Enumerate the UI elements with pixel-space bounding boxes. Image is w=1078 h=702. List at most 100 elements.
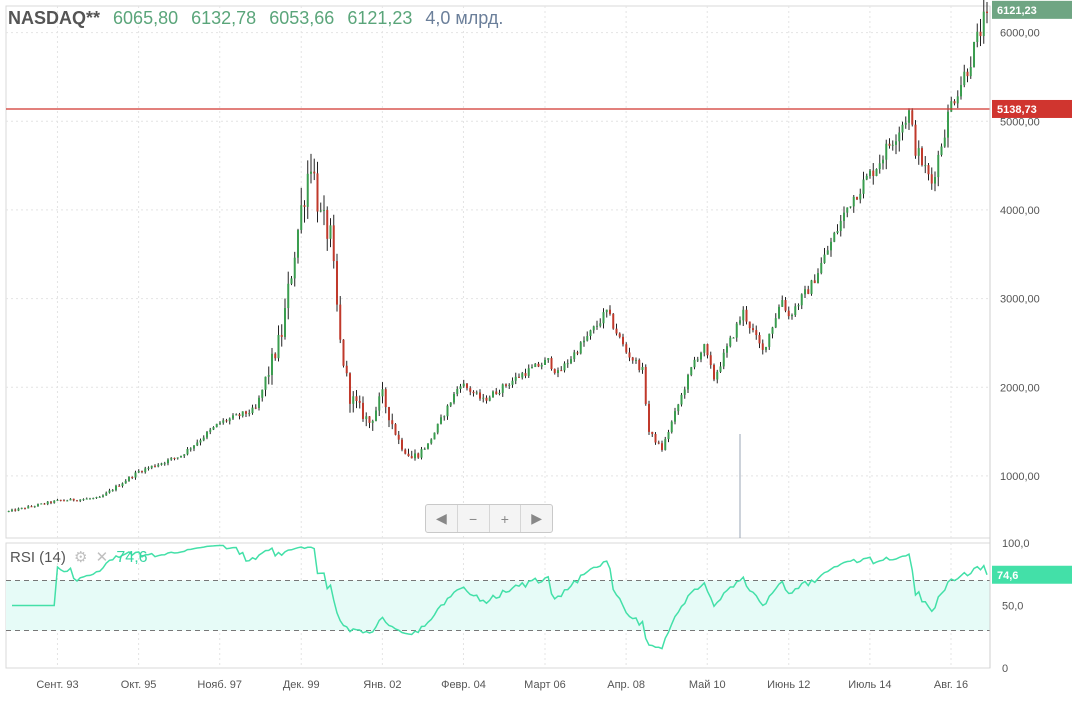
- candle-body: [371, 420, 374, 423]
- candle-body: [36, 504, 39, 507]
- candle-body: [166, 459, 169, 464]
- price-tick-label: 5000,00: [1000, 116, 1040, 128]
- candle-body: [423, 448, 426, 450]
- chart-navigation: ◀ − + ▶: [425, 504, 553, 533]
- candle-body: [10, 509, 13, 512]
- candle-body: [664, 439, 667, 450]
- candle-body: [810, 280, 813, 294]
- candle-body: [973, 41, 976, 68]
- candle-body: [108, 490, 111, 493]
- candle-body: [378, 396, 381, 411]
- candle-body: [361, 402, 364, 420]
- candle-body: [960, 85, 963, 97]
- candle-body: [586, 336, 589, 341]
- instrument-symbol: NASDAQ**: [8, 8, 101, 28]
- candle-body: [313, 171, 316, 174]
- candle-body: [326, 209, 329, 239]
- candle-body: [839, 220, 842, 231]
- candle-body: [979, 31, 982, 37]
- candle-body: [612, 313, 615, 329]
- candle-body: [420, 449, 423, 458]
- scroll-right-button[interactable]: ▶: [531, 510, 543, 526]
- candle-body: [355, 396, 358, 401]
- time-tick-label: Май 10: [689, 679, 726, 691]
- candle-body: [911, 110, 914, 125]
- zoom-out-button[interactable]: −: [458, 505, 490, 532]
- candle-body: [270, 353, 273, 376]
- scroll-left-button[interactable]: ◀: [426, 505, 458, 532]
- candle-body: [495, 391, 498, 395]
- candle-body: [563, 363, 566, 371]
- candle-body: [176, 457, 179, 459]
- candle-body: [550, 358, 553, 370]
- close-icon[interactable]: ✕: [95, 549, 109, 566]
- rsi-tick-label: 0: [1002, 663, 1008, 675]
- candle-body: [147, 467, 150, 469]
- candle-body: [748, 321, 751, 329]
- candle-body: [433, 432, 436, 440]
- candle-body: [114, 485, 117, 491]
- candle-body: [739, 320, 742, 324]
- candle-body: [118, 485, 121, 487]
- candle-body: [768, 333, 771, 347]
- candle-body: [251, 407, 254, 414]
- rsi-value: 74,6: [116, 549, 148, 566]
- candle-body: [446, 405, 449, 417]
- candle-body: [153, 465, 156, 467]
- price-tick-label: 2000,00: [1000, 382, 1040, 394]
- candle-body: [280, 334, 283, 337]
- candle-body: [241, 411, 244, 417]
- candle-body: [88, 498, 91, 500]
- candle-body: [556, 370, 559, 374]
- candle-body: [846, 207, 849, 213]
- candle-body: [833, 232, 836, 242]
- candle-body: [27, 506, 30, 509]
- candle-body: [527, 368, 530, 376]
- candle-body: [127, 477, 130, 481]
- zoom-in-button[interactable]: +: [490, 505, 522, 532]
- candle-body: [345, 365, 348, 374]
- candle-body: [677, 404, 680, 412]
- candle-body: [722, 352, 725, 367]
- candle-body: [820, 262, 823, 274]
- candle-body: [618, 333, 621, 337]
- candle-body: [150, 465, 153, 468]
- candle-body: [830, 241, 833, 251]
- candle-body: [930, 174, 933, 184]
- candle-body: [950, 101, 953, 112]
- candle-body: [173, 457, 176, 459]
- candle-body: [49, 501, 52, 503]
- candle-body: [95, 497, 98, 499]
- candle-body: [192, 445, 195, 449]
- candle-body: [638, 359, 641, 371]
- candle-body: [469, 388, 472, 392]
- candle-body: [934, 177, 937, 184]
- candle-body: [703, 344, 706, 353]
- candle-body: [852, 196, 855, 207]
- volume-value: 4,0 млрд.: [425, 8, 504, 28]
- candle-body: [927, 165, 930, 175]
- price-header: NASDAQ** 6065,80 6132,78 6053,66 6121,23…: [8, 8, 503, 29]
- candle-body: [940, 146, 943, 155]
- price-tick-label: 1000,00: [1000, 471, 1040, 483]
- time-tick-label: Сент. 93: [36, 679, 78, 691]
- candle-body: [316, 173, 319, 212]
- candle-body: [982, 11, 985, 37]
- candle-body: [726, 346, 729, 353]
- candle-body: [163, 463, 166, 465]
- candle-body: [238, 414, 241, 417]
- candle-body: [774, 318, 777, 328]
- candle-body: [20, 507, 23, 509]
- resistance-price-tag: [992, 99, 1072, 118]
- time-tick-label: Июнь 12: [767, 679, 810, 691]
- candle-body: [465, 383, 468, 389]
- candle-body: [953, 101, 956, 104]
- time-tick-label: Дек. 99: [283, 679, 320, 691]
- candle-body: [462, 383, 465, 387]
- candle-body: [608, 309, 611, 314]
- candle-body: [592, 326, 595, 331]
- gear-icon[interactable]: ⚙: [74, 549, 88, 566]
- candle-body: [791, 315, 794, 317]
- candle-body: [352, 396, 355, 404]
